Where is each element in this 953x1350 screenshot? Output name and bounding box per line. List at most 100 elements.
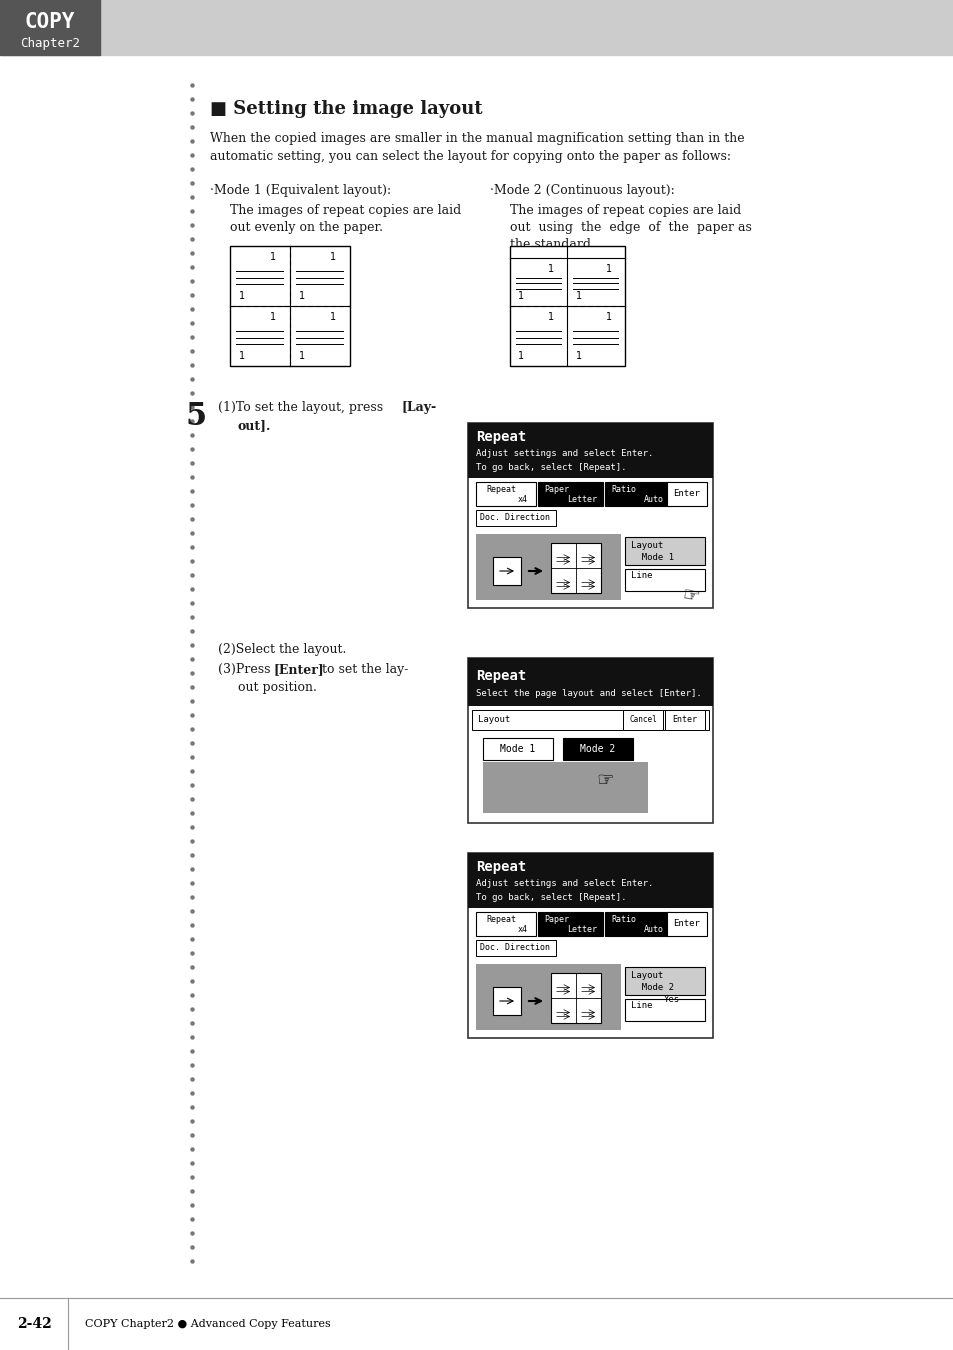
Bar (468, 423, 712, 608)
Text: Select the page layout and select [Enter].: Select the page layout and select [Enter… (476, 690, 701, 698)
Text: 1: 1 (548, 265, 554, 274)
Text: [Enter]: [Enter] (274, 663, 324, 676)
Text: ☞: ☞ (679, 585, 700, 608)
Text: out position.: out position. (237, 680, 316, 694)
Text: 1: 1 (298, 292, 305, 301)
Text: 5: 5 (185, 401, 207, 432)
Bar (468, 657, 712, 706)
Bar (468, 657, 712, 824)
Text: Adjust settings and select Enter.: Adjust settings and select Enter. (476, 450, 653, 459)
Text: 1: 1 (270, 252, 276, 262)
Bar (551, 973, 600, 1023)
Bar (624, 537, 704, 566)
Text: Line: Line (630, 1002, 652, 1011)
Text: Ratio: Ratio (610, 915, 636, 925)
Text: the standard.: the standard. (510, 238, 595, 251)
Bar (493, 987, 520, 1015)
Text: Layout: Layout (630, 540, 662, 549)
Text: 1: 1 (517, 351, 524, 360)
Text: Layout: Layout (477, 716, 510, 725)
Text: x4: x4 (517, 926, 527, 934)
Bar (624, 967, 704, 995)
Bar (482, 738, 553, 760)
Bar (476, 482, 536, 506)
Text: ·Mode 1 (Equivalent layout):: ·Mode 1 (Equivalent layout): (210, 184, 391, 197)
Text: 2-42: 2-42 (16, 1318, 51, 1331)
Bar (476, 964, 620, 1030)
Text: The images of repeat copies are laid: The images of repeat copies are laid (510, 204, 740, 217)
Text: When the copied images are smaller in the manual magnification setting than in t: When the copied images are smaller in th… (210, 132, 744, 144)
Text: out evenly on the paper.: out evenly on the paper. (230, 221, 382, 234)
Bar (666, 913, 706, 936)
Text: 1: 1 (576, 351, 581, 360)
Bar (537, 482, 602, 506)
Text: x4: x4 (517, 495, 527, 505)
Text: Repeat: Repeat (476, 431, 526, 444)
Bar (468, 853, 712, 909)
Text: COPY Chapter2 ● Advanced Copy Features: COPY Chapter2 ● Advanced Copy Features (85, 1319, 331, 1328)
Text: 1: 1 (330, 252, 335, 262)
Text: Enter: Enter (673, 919, 700, 929)
Text: 1: 1 (576, 292, 581, 301)
Text: Enter: Enter (673, 490, 700, 498)
Text: Repeat: Repeat (476, 860, 526, 873)
Bar (472, 710, 708, 730)
Text: Auto: Auto (643, 495, 663, 505)
Text: Repeat: Repeat (485, 486, 516, 494)
Text: automatic setting, you can select the layout for copying onto the paper as follo: automatic setting, you can select the la… (210, 150, 730, 163)
Text: Auto: Auto (643, 926, 663, 934)
Bar (0, 0, 953, 55)
Text: Yes: Yes (663, 995, 679, 1003)
Bar (666, 482, 706, 506)
Bar (468, 853, 712, 1038)
Bar (604, 913, 669, 936)
Bar (624, 999, 704, 1021)
Text: Mode 1: Mode 1 (630, 552, 673, 562)
Bar (493, 558, 520, 585)
Text: Adjust settings and select Enter.: Adjust settings and select Enter. (476, 879, 653, 888)
Text: Repeat: Repeat (476, 670, 526, 683)
Text: out].: out]. (237, 418, 271, 432)
Text: COPY: COPY (25, 12, 75, 32)
Text: Paper: Paper (543, 486, 568, 494)
Text: Doc. Direction: Doc. Direction (479, 944, 550, 953)
Bar (537, 913, 602, 936)
Text: Doc. Direction: Doc. Direction (479, 513, 550, 522)
Bar (0, 0, 100, 55)
Text: Mode 1: Mode 1 (500, 744, 535, 755)
Bar (476, 535, 620, 599)
Text: 1: 1 (270, 312, 276, 323)
Text: out  using  the  edge  of  the  paper as: out using the edge of the paper as (510, 221, 751, 234)
Text: 1: 1 (548, 312, 554, 323)
Text: ■ Setting the image layout: ■ Setting the image layout (210, 100, 482, 117)
Text: Paper: Paper (543, 915, 568, 925)
Bar (476, 940, 556, 956)
Bar (562, 738, 633, 760)
Text: (1)To set the layout, press: (1)To set the layout, press (218, 401, 387, 414)
Text: ·Mode 2 (Continuous layout):: ·Mode 2 (Continuous layout): (490, 184, 674, 197)
Text: 1: 1 (517, 292, 524, 301)
Text: Enter: Enter (672, 716, 697, 725)
Bar (482, 761, 647, 813)
Bar (622, 710, 662, 730)
Text: (2)Select the layout.: (2)Select the layout. (218, 643, 346, 656)
Text: Repeat: Repeat (485, 915, 516, 925)
Text: Chapter2: Chapter2 (20, 36, 80, 50)
Text: 1: 1 (330, 312, 335, 323)
Text: Mode 2: Mode 2 (579, 744, 615, 755)
Text: Letter: Letter (566, 926, 597, 934)
Bar (476, 913, 536, 936)
Text: Line: Line (630, 571, 652, 580)
Text: to set the lay-: to set the lay- (317, 663, 408, 676)
Text: Cancel: Cancel (628, 716, 657, 725)
Text: The images of repeat copies are laid: The images of repeat copies are laid (230, 204, 460, 217)
Text: 1: 1 (298, 351, 305, 360)
Bar (468, 423, 712, 478)
Text: 1: 1 (605, 265, 611, 274)
Bar (551, 543, 600, 593)
Text: (3)Press: (3)Press (218, 663, 274, 676)
Text: To go back, select [Repeat].: To go back, select [Repeat]. (476, 892, 626, 902)
Text: 1: 1 (605, 312, 611, 323)
Bar (604, 482, 669, 506)
Text: Ratio: Ratio (610, 486, 636, 494)
